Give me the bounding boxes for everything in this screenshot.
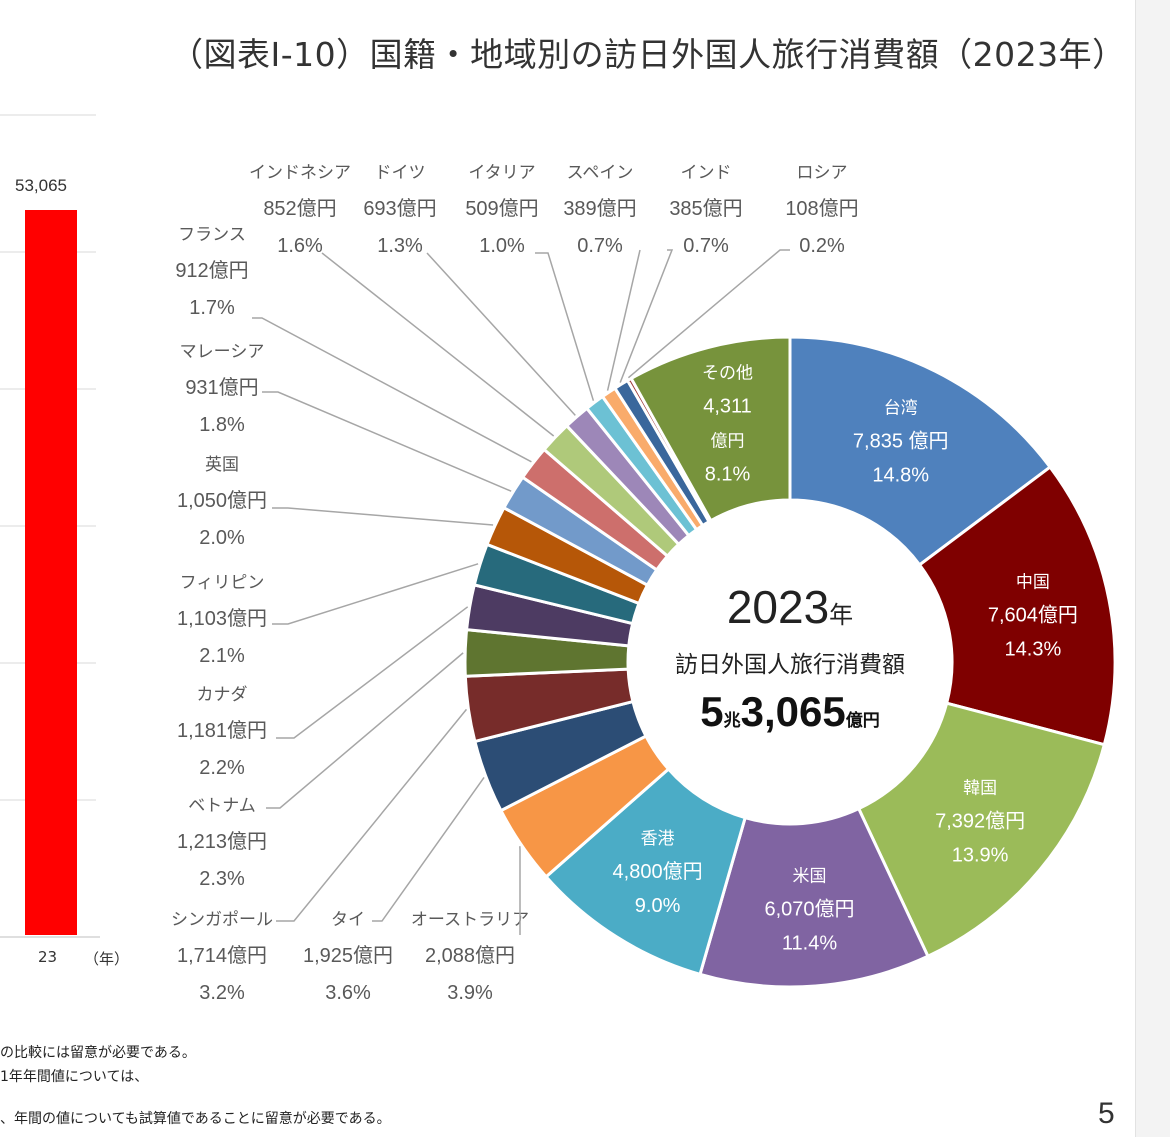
chart-title: （図表Ⅰ-10）国籍・地域別の訪日外国人旅行消費額（2023年）: [170, 35, 1126, 74]
chart-canvas: 台湾 7,835 億円 14.8% 中国 7,604億円 14.3% 韓国 7,392億円 13…: [0, 114, 1117, 1004]
slice-label: 14.8%: [872, 465, 929, 487]
footnote-1: の比較には留意が必要である。: [0, 1045, 196, 1061]
slice-label: 億円: [711, 432, 745, 452]
slice-label: 7,835 億円: [853, 430, 949, 453]
center-subtitle: 訪日外国人旅行消費額: [675, 652, 905, 678]
center-year-label: 2023年: [727, 581, 853, 633]
slice-label: 912億円: [175, 259, 248, 282]
leader-line: [252, 317, 532, 463]
slice-label: 1,050億円: [177, 489, 267, 512]
slice-label: マレーシア: [180, 342, 265, 362]
leader-line: [276, 708, 468, 922]
donut-slice: [856, 701, 1107, 959]
slice-label: スペイン: [567, 163, 634, 183]
donut-slice: [788, 335, 1053, 567]
footnote-2: 1年年間値については、: [0, 1069, 149, 1085]
slice-label: 米国: [793, 867, 827, 887]
donut-slice: [917, 465, 1117, 747]
slice-label: 1.7%: [189, 297, 235, 319]
slice-label: ロシア: [797, 163, 848, 183]
slice-label: 389億円: [563, 197, 636, 220]
slice-label: 14.3%: [1005, 639, 1062, 661]
leader-line: [619, 249, 674, 383]
leader-line: [272, 507, 494, 526]
slice-label: その他: [702, 364, 753, 384]
slice-label: フランス: [178, 225, 246, 245]
slice-label: ベトナム: [188, 796, 256, 816]
center-total: 5兆3,065億円: [700, 688, 879, 735]
slice-label: 台湾: [884, 399, 918, 419]
right-scrollbar-strip: [1135, 0, 1170, 1137]
leader-line: [321, 252, 555, 437]
bar-2023: [25, 210, 77, 935]
slice-label: 1.6%: [277, 235, 323, 257]
slice-label: 4,311: [703, 396, 752, 418]
slice-label: 852億円: [263, 197, 336, 220]
slice-label: シンガポール: [171, 910, 273, 930]
leader-line: [627, 249, 790, 379]
slice-label: オーストラリア: [411, 910, 529, 930]
slice-label: 2.0%: [199, 527, 245, 549]
footnote-3: 、年間の値についても試算値であることに留意が必要である。: [0, 1111, 391, 1127]
leader-line: [372, 777, 485, 922]
slice-label: カナダ: [197, 685, 248, 705]
leader-line: [276, 606, 469, 739]
slice-label: フィリピン: [180, 573, 265, 593]
slice-label: 英国: [205, 455, 239, 475]
slice-label: 1,213億円: [177, 830, 267, 853]
slice-label: ドイツ: [375, 163, 426, 183]
slice-label: 0.7%: [577, 235, 623, 257]
slice-label: 11.4%: [782, 933, 837, 955]
slice-label: 2.3%: [199, 868, 245, 890]
slice-label: インドネシア: [249, 163, 351, 183]
slice-label: 0.7%: [683, 235, 729, 257]
slice-label: 8.1%: [705, 464, 751, 486]
slice-label: 0.2%: [799, 235, 845, 257]
slice-label: 385億円: [669, 197, 742, 220]
slice-label: 108億円: [785, 197, 858, 220]
slice-label: 3.9%: [447, 982, 493, 1004]
slice-label: 香港: [641, 829, 675, 849]
leader-line: [266, 652, 464, 809]
slice-label: 中国: [1016, 573, 1050, 593]
leader-line: [606, 249, 641, 391]
slice-label: 7,392億円: [935, 809, 1025, 832]
slice-label: 韓国: [963, 778, 997, 798]
slice-label: 693億円: [363, 197, 436, 220]
slice-label: 1,181億円: [177, 719, 267, 742]
slice-label: 1.3%: [377, 235, 423, 257]
slice-label: 9.0%: [635, 895, 681, 917]
slice-label: 2.1%: [199, 645, 245, 667]
slice-label: 509億円: [465, 197, 538, 220]
slice-label: 931億円: [185, 376, 258, 399]
leader-line: [262, 391, 512, 492]
leader-line: [426, 252, 576, 416]
slice-label: 1.0%: [479, 235, 525, 257]
slice-label: 2,088億円: [425, 944, 515, 967]
donut-slice: [698, 806, 930, 989]
slice-label: 1.8%: [199, 414, 245, 436]
donut-slice: [629, 335, 792, 523]
bar-x-axis-unit: （年）: [84, 950, 130, 968]
slice-label: 13.9%: [952, 844, 1009, 866]
slice-label: 3.2%: [199, 982, 245, 1004]
slice-label: タイ: [331, 910, 365, 930]
bar-x-tick-label: 23: [38, 948, 58, 966]
slice-label: イタリア: [468, 163, 535, 183]
slice-label: 2.2%: [199, 757, 245, 779]
slice-label: 1,714億円: [177, 944, 267, 967]
page-number: 5: [1098, 1097, 1115, 1130]
slice-label: 4,800億円: [613, 860, 703, 883]
slice-label: 3.6%: [325, 982, 371, 1004]
bar-value-label: 53,065: [15, 176, 67, 195]
leader-line: [272, 563, 479, 625]
slice-label: 6,070億円: [764, 898, 854, 921]
slice-label: 1,103億円: [177, 607, 267, 630]
leader-line: [535, 252, 595, 401]
slice-label: 7,604億円: [988, 604, 1078, 627]
slice-label: 1,925億円: [303, 944, 393, 967]
slice-label: インド: [681, 163, 732, 183]
